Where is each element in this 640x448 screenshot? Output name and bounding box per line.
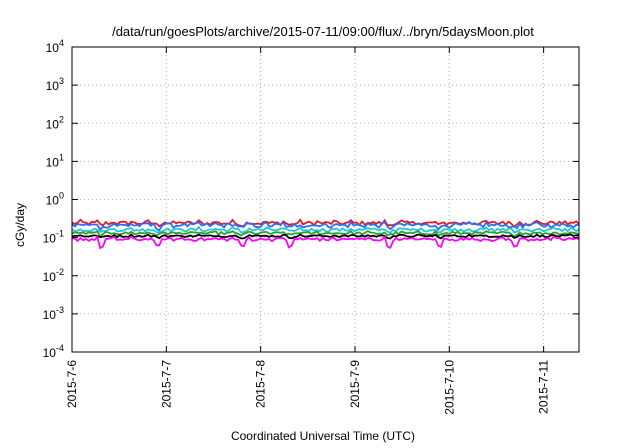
series-line-5: [71, 233, 580, 240]
series-line-4: [71, 229, 580, 238]
x-axis-label: Coordinated Universal Time (UTC): [231, 429, 415, 443]
x-tick-label: 2015-7-8: [254, 360, 268, 408]
y-tick-label: 10-3: [43, 305, 64, 322]
x-ticks: 2015-7-6 2015-7-7 2015-7-8 2015-7-9 2015-7-1…: [65, 47, 551, 415]
y-tick-label: 10-4: [43, 343, 64, 360]
x-tick-label: 2015-7-7: [159, 360, 173, 408]
grid: [72, 47, 579, 352]
y-tick-label: 10-2: [43, 267, 64, 284]
x-tick-label: 2015-7-11: [537, 360, 551, 414]
x-tick-label: 2015-7-9: [348, 360, 362, 408]
y-tick-label: 102: [46, 114, 64, 131]
series-line-6: [71, 234, 580, 250]
y-axis-label: cGy/day: [13, 203, 27, 247]
y-tick-label: 104: [46, 38, 64, 55]
x-tick-label: 2015-7-6: [65, 360, 79, 408]
x-tick-label: 2015-7-10: [442, 360, 456, 415]
y-tick-label: 10-1: [43, 229, 64, 246]
y-tick-label: 103: [46, 76, 64, 93]
series-group: [71, 218, 580, 250]
series-line-2: [71, 220, 580, 232]
series-line-1: [71, 218, 580, 229]
chart-title: /data/run/goesPlots/archive/2015-07-11/0…: [112, 24, 534, 39]
y-tick-label: 101: [46, 152, 64, 169]
y-tick-label: 100: [46, 191, 64, 208]
series-line-3: [71, 225, 580, 234]
y-ticks: 104 103 102 101 100 10-1 10-2 10-3 10-4: [43, 38, 579, 360]
